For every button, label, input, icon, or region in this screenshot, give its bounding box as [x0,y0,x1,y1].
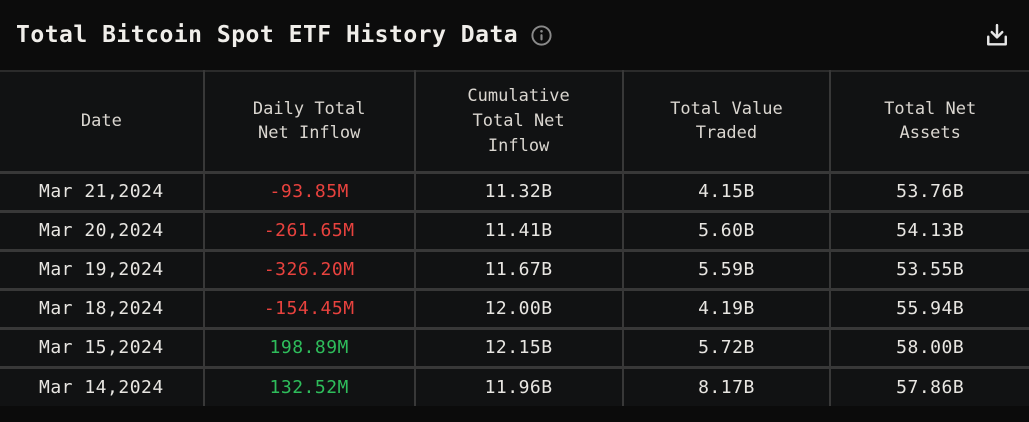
daily-net-inflow-cell: 132.52M [202,367,415,406]
daily-net-inflow-cell: -326.20M [202,250,415,289]
cumulative-net-inflow-cell: 11.41B [413,211,623,250]
table-header: Date Daily Total Net Inflow Cumulative T… [0,71,1029,172]
info-circle-icon[interactable] [530,24,553,47]
date-cell: Mar 20,2024 [39,220,164,241]
table-row: Mar 19,2024 -326.20M 11.67B 5.59B 53.55B [0,250,1029,289]
cumulative-net-inflow-cell: 11.67B [413,250,623,289]
value-traded-cell: 5.60B [621,211,831,250]
daily-net-inflow-cell: -154.45M [202,289,415,328]
date-cell: Mar 21,2024 [39,181,164,202]
etf-history-table: Date Daily Total Net Inflow Cumulative T… [0,70,1029,406]
cumulative-net-inflow-cell: 11.96B [413,367,623,406]
net-assets-cell: 57.86B [829,367,1029,406]
net-assets-cell: 54.13B [829,211,1029,250]
column-header-cumulative-net-inflow: Cumulative Total Net Inflow [413,71,623,172]
column-header-date: Date [80,110,122,131]
table-row: Mar 18,2024 -154.45M 12.00B 4.19B 55.94B [0,289,1029,328]
net-assets-cell: 55.94B [829,289,1029,328]
value-traded-cell: 4.19B [621,289,831,328]
column-header-daily-net-inflow: Daily Total Net Inflow [202,71,415,172]
value-traded-cell: 5.72B [621,328,831,367]
date-cell: Mar 14,2024 [39,376,164,398]
table-body: Mar 21,2024 -93.85M 11.32B 4.15B 53.76B Mar 2… [0,172,1029,406]
header-row: Date Daily Total Net Inflow Cumulative T… [0,71,1029,172]
value-traded-cell: 5.59B [621,250,831,289]
table-row: Mar 20,2024 -261.65M 11.41B 5.60B 54.13B [0,211,1029,250]
column-header-value-traded: Total Value Traded [621,71,831,172]
date-cell: Mar 15,2024 [39,337,164,358]
date-cell: Mar 19,2024 [39,259,164,280]
download-icon[interactable] [979,17,1015,53]
cumulative-net-inflow-cell: 11.32B [413,172,623,211]
date-cell: Mar 18,2024 [39,298,164,319]
daily-net-inflow-cell: -261.65M [202,211,415,250]
net-assets-cell: 53.76B [829,172,1029,211]
widget-title: Total Bitcoin Spot ETF History Data [16,22,519,48]
table-row: Mar 21,2024 -93.85M 11.32B 4.15B 53.76B [0,172,1029,211]
cumulative-net-inflow-cell: 12.15B [413,328,623,367]
title-group: Total Bitcoin Spot ETF History Data [16,22,553,48]
cumulative-net-inflow-cell: 12.00B [413,289,623,328]
value-traded-cell: 8.17B [621,367,831,406]
net-assets-cell: 58.00B [829,328,1029,367]
column-header-net-assets: Total Net Assets [829,71,1029,172]
daily-net-inflow-cell: -93.85M [202,172,415,211]
value-traded-cell: 4.15B [621,172,831,211]
title-bar: Total Bitcoin Spot ETF History Data [0,0,1029,70]
net-assets-cell: 53.55B [829,250,1029,289]
table-row: Mar 15,2024 198.89M 12.15B 5.72B 58.00B [0,328,1029,367]
table-row: Mar 14,2024 132.52M 11.96B 8.17B 57.86B [0,367,1029,406]
daily-net-inflow-cell: 198.89M [202,328,415,367]
